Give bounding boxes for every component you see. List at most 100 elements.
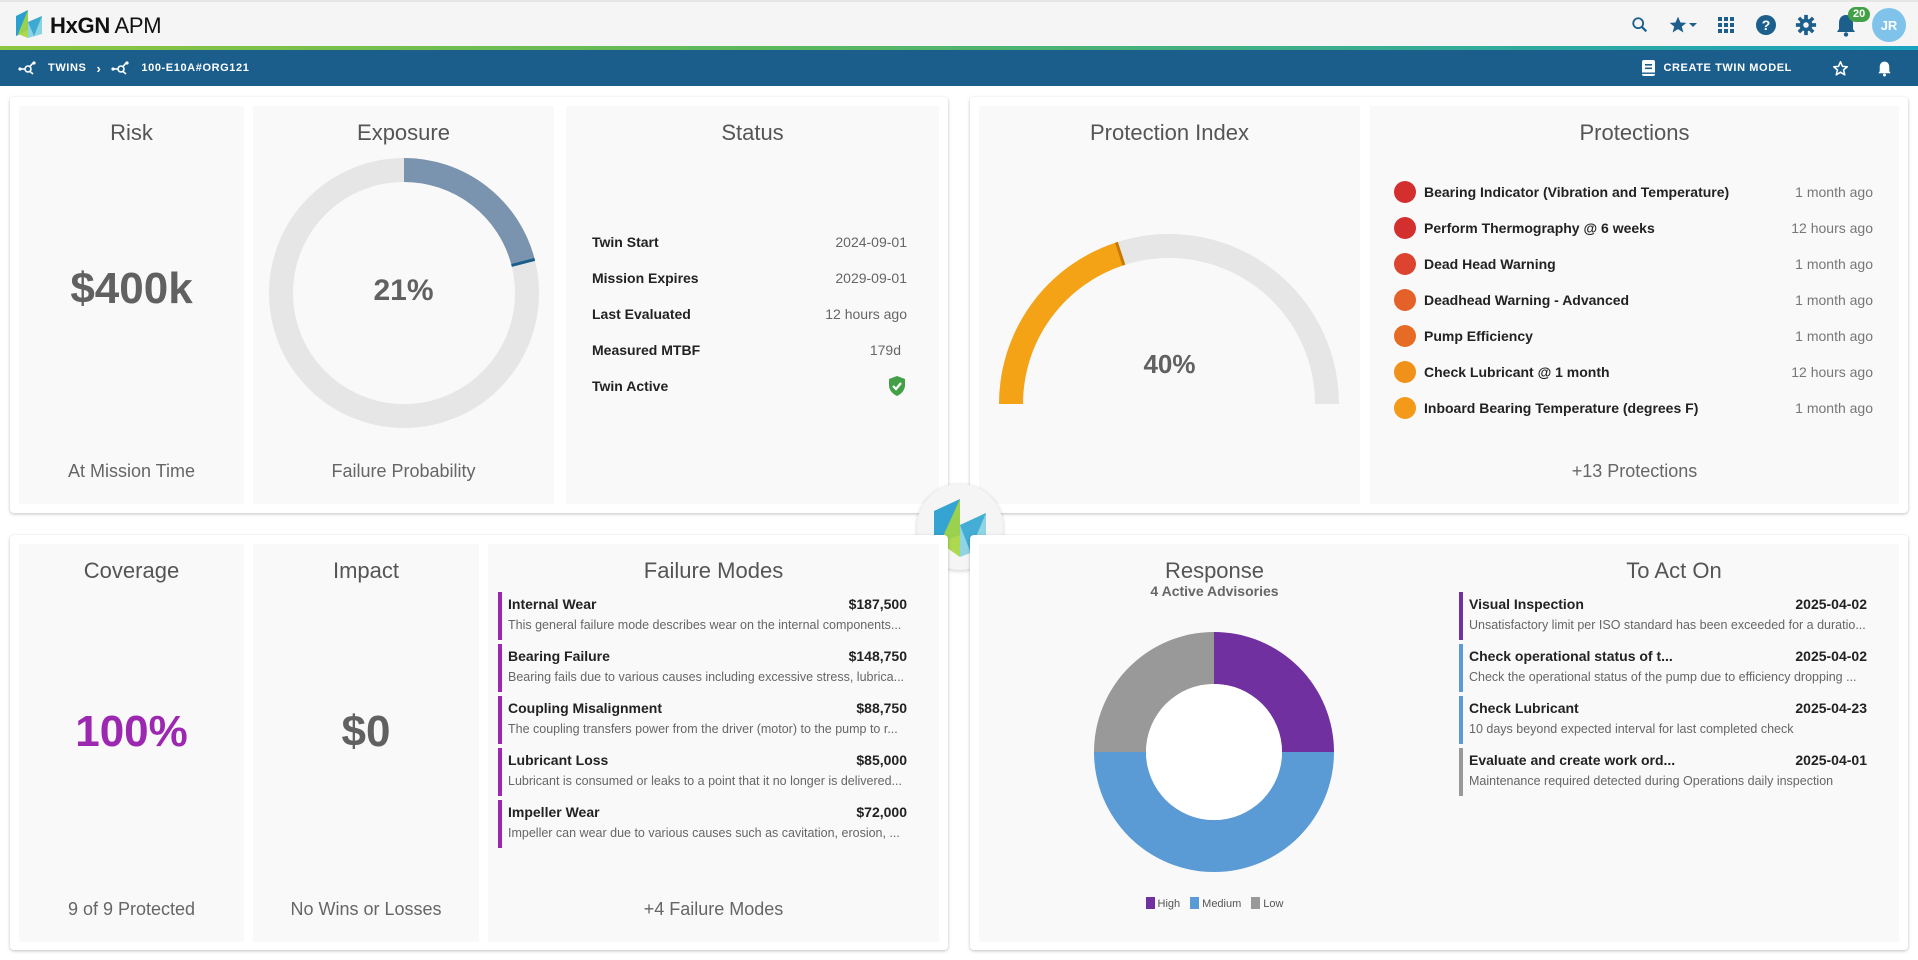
- status-row-twin-start: Twin Start 2024-09-01: [592, 234, 907, 250]
- breadcrumb-current-twin[interactable]: 100-E10A#ORG121: [141, 62, 250, 74]
- impact-card[interactable]: Impact $0 No Wins or Losses: [253, 544, 479, 942]
- action-name: Visual Inspection: [1469, 596, 1584, 612]
- legend-label: High: [1157, 898, 1181, 910]
- risk-card[interactable]: Risk $400k At Mission Time: [19, 106, 244, 504]
- protection-item[interactable]: Check Lubricant @ 1 month 12 hours ago: [1394, 354, 1873, 390]
- more-protections-link[interactable]: +13 Protections: [1571, 461, 1698, 481]
- status-card: Status Twin Start 2024-09-01 Mission Expi…: [566, 106, 939, 504]
- twin-network-icon: [18, 61, 36, 75]
- response-card[interactable]: Response 4 Active Advisories High Medium…: [979, 544, 1450, 942]
- action-description: Maintenance required detected during Ope…: [1469, 774, 1834, 788]
- exposure-ring-end-marker: [511, 257, 536, 267]
- status-row-twin-active: Twin Active: [592, 376, 907, 397]
- donut-hole: [1146, 684, 1282, 820]
- action-date: 2025-04-02: [1795, 648, 1867, 664]
- protection-time: 1 month ago: [1795, 256, 1873, 272]
- protection-item[interactable]: Pump Efficiency 1 month ago: [1394, 318, 1873, 354]
- protection-status-dot: [1394, 397, 1416, 419]
- failure-mode-name: Internal Wear: [508, 596, 597, 612]
- failure-mode-cost: $148,750: [848, 648, 907, 664]
- failure-mode-name: Impeller Wear: [508, 804, 600, 820]
- failure-mode-item[interactable]: Bearing Failure $148,750 Bearing fails due…: [498, 644, 907, 692]
- action-item[interactable]: Visual Inspection 2025-04-02 Unsatisfactor…: [1459, 592, 1867, 640]
- failure-mode-description: This general failure mode describes wear…: [508, 618, 902, 632]
- failure-mode-item[interactable]: Internal Wear $187,500 This general failur…: [498, 592, 907, 640]
- protection-status-dot: [1394, 361, 1416, 383]
- donut-slice-high[interactable]: [1214, 632, 1334, 752]
- breadcrumb-bar: TWINS › 100-E10A#ORG121 CREATE TWIN MODE…: [0, 50, 1918, 86]
- donut-slice-medium[interactable]: [1094, 752, 1334, 872]
- notification-count-badge: 20: [1848, 7, 1871, 22]
- action-item[interactable]: Check Lubricant 2025-04-23 10 days beyond …: [1459, 696, 1867, 744]
- action-item[interactable]: Check operational status of t... 2025-04-…: [1459, 644, 1867, 692]
- coverage-value: 100%: [75, 707, 188, 756]
- protection-name: Pump Efficiency: [1424, 328, 1533, 344]
- breadcrumb: TWINS › 100-E10A#ORG121: [18, 50, 249, 86]
- user-avatar[interactable]: JR: [1872, 8, 1906, 42]
- status-label: Last Evaluated: [592, 306, 691, 322]
- action-description: 10 days beyond expected interval for las…: [1469, 722, 1794, 736]
- response-title: Response: [1164, 558, 1265, 583]
- legend-medium[interactable]: Medium: [1190, 897, 1241, 910]
- more-failure-modes-link[interactable]: +4 Failure Modes: [643, 899, 784, 919]
- protection-item[interactable]: Perform Thermography @ 6 weeks 12 hours a…: [1394, 210, 1873, 246]
- failure-mode-item[interactable]: Impeller Wear $72,000 Impeller can wear du…: [498, 800, 907, 848]
- subscribe-bell-icon[interactable]: [1877, 60, 1892, 77]
- protection-gauge-track: [999, 234, 1339, 405]
- coverage-title: Coverage: [83, 558, 180, 583]
- protection-name: Deadhead Warning - Advanced: [1424, 292, 1630, 308]
- exposure-ring-chart: [269, 158, 539, 428]
- protection-item[interactable]: Bearing Indicator (Vibration and Tempera…: [1394, 174, 1873, 210]
- status-value: 179d: [869, 342, 901, 358]
- to-act-on-title: To Act On: [1626, 558, 1722, 583]
- status-row-mission-expires: Mission Expires 2029-09-01: [592, 270, 907, 286]
- protection-time: 1 month ago: [1795, 400, 1873, 416]
- favorite-star-outline-icon[interactable]: [1832, 60, 1849, 77]
- book-icon: [1642, 60, 1656, 76]
- exposure-card[interactable]: Exposure 21% Failure Probability: [253, 106, 554, 504]
- coverage-card[interactable]: Coverage 100% 9 of 9 Protected: [19, 544, 244, 942]
- status-label: Twin Active: [592, 378, 669, 394]
- create-twin-model-label: CREATE TWIN MODEL: [1663, 62, 1792, 74]
- search-icon[interactable]: [1620, 5, 1660, 45]
- failure-mode-item[interactable]: Coupling Misalignment $88,750 The coupling…: [498, 696, 907, 744]
- failure-mode-cost: $88,750: [856, 700, 907, 716]
- notifications-bell-icon[interactable]: 20: [1826, 5, 1871, 45]
- failure-modes-title: Failure Modes: [643, 558, 784, 583]
- favorites-star-icon[interactable]: [1660, 5, 1706, 45]
- response-panel: Response 4 Active Advisories High Medium…: [970, 535, 1908, 950]
- failure-mode-item[interactable]: Lubricant Loss $85,000 Lubricant is consum…: [498, 748, 907, 796]
- status-label: Measured MTBF: [592, 342, 701, 358]
- protection-index-card[interactable]: Protection Index 40%: [979, 106, 1360, 504]
- donut-slice-low[interactable]: [1094, 632, 1214, 752]
- failure-mode-name: Bearing Failure: [508, 648, 610, 664]
- protection-item[interactable]: Inboard Bearing Temperature (degrees F) 1…: [1394, 390, 1873, 426]
- status-row-last-evaluated: Last Evaluated 12 hours ago: [592, 306, 907, 322]
- svg-text:?: ?: [1762, 17, 1771, 33]
- action-name: Check operational status of t...: [1469, 648, 1673, 664]
- settings-gear-icon[interactable]: [1786, 5, 1826, 45]
- app-brand[interactable]: HxGN APM: [50, 13, 162, 39]
- legend-high[interactable]: High: [1145, 897, 1181, 910]
- legend-label: Low: [1263, 898, 1284, 910]
- protection-time: 1 month ago: [1795, 292, 1873, 308]
- help-icon[interactable]: ?: [1746, 5, 1786, 45]
- breadcrumb-twins[interactable]: TWINS: [48, 62, 87, 74]
- apps-grid-icon[interactable]: [1706, 5, 1746, 45]
- legend-swatch-low: [1251, 897, 1261, 909]
- risk-footer: At Mission Time: [67, 461, 196, 481]
- protection-item[interactable]: Dead Head Warning 1 month ago: [1394, 246, 1873, 282]
- legend-low[interactable]: Low: [1251, 897, 1283, 910]
- failure-mode-cost: $187,500: [848, 596, 907, 612]
- status-label: Twin Start: [592, 234, 659, 250]
- protections-card: Protections Bearing Indicator (Vibration…: [1370, 106, 1899, 504]
- failure-mode-name: Lubricant Loss: [508, 752, 609, 768]
- create-twin-model-button[interactable]: CREATE TWIN MODEL: [1642, 60, 1792, 76]
- failure-mode-description: Bearing fails due to various causes incl…: [508, 670, 905, 684]
- protection-panel: Protection Index 40% Protections Bearing…: [970, 97, 1908, 513]
- failure-mode-cost: $72,000: [856, 804, 907, 820]
- coverage-panel: Coverage 100% 9 of 9 Protected Impact $0…: [10, 535, 948, 950]
- action-date: 2025-04-01: [1795, 752, 1867, 768]
- protection-item[interactable]: Deadhead Warning - Advanced 1 month ago: [1394, 282, 1873, 318]
- action-item[interactable]: Evaluate and create work ord... 2025-04-0…: [1459, 748, 1867, 796]
